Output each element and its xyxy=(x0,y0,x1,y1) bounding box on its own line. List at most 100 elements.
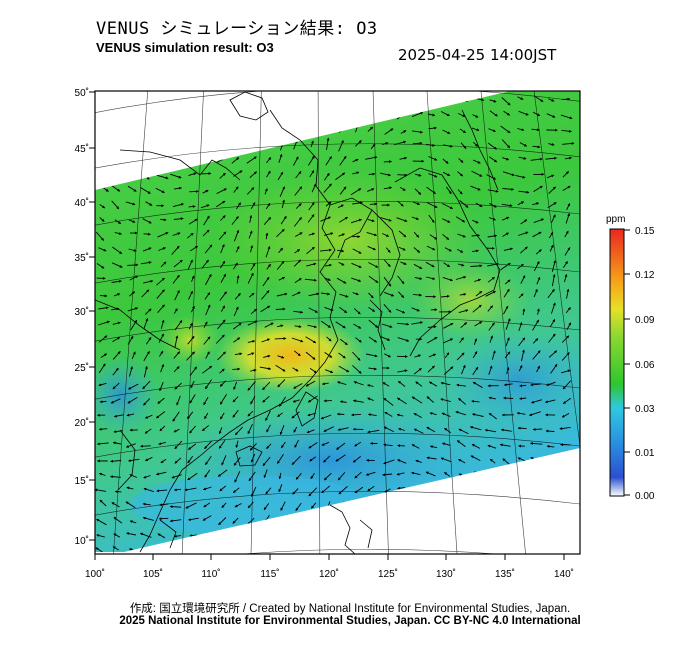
wind-arrow xyxy=(352,201,363,205)
wind-arrow xyxy=(442,276,453,282)
wind-arrow xyxy=(562,380,572,390)
wind-arrow xyxy=(158,441,166,446)
wind-arrow xyxy=(396,519,404,525)
wind-arrow xyxy=(414,354,422,358)
wind-arrow xyxy=(186,127,196,133)
wind-arrow xyxy=(532,202,540,206)
wind-arrow xyxy=(562,171,569,178)
wind-arrow xyxy=(261,290,270,300)
wind-arrow xyxy=(501,139,511,149)
wind-arrow xyxy=(562,185,571,191)
wind-arrow xyxy=(158,333,164,343)
wind-arrow xyxy=(414,276,423,280)
wind-arrow xyxy=(368,515,376,521)
lon-label-120: 120˚ xyxy=(319,568,339,580)
wind-arrow xyxy=(412,130,423,134)
wind-arrow xyxy=(293,310,304,314)
wind-arrow xyxy=(139,532,152,538)
wind-arrow xyxy=(427,502,436,506)
wind-arrow xyxy=(190,380,195,389)
wind-arrow xyxy=(305,336,317,344)
wind-arrow xyxy=(95,231,105,241)
wind-arrow xyxy=(156,289,165,299)
wind-arrow xyxy=(414,98,422,104)
wind-arrow xyxy=(426,202,438,208)
wind-arrow xyxy=(246,156,257,164)
wind-arrow xyxy=(384,353,391,358)
wind-arrow xyxy=(505,318,511,330)
wind-arrow xyxy=(219,485,227,492)
wind-arrow xyxy=(234,471,241,483)
wind-arrow xyxy=(441,294,450,298)
wind-arrow xyxy=(111,200,120,210)
wind-arrow xyxy=(502,157,510,161)
wind-arrow xyxy=(142,502,151,506)
wind-arrow xyxy=(264,545,273,552)
wind-arrow xyxy=(247,424,253,435)
wind-arrow xyxy=(321,441,330,446)
wind-arrow xyxy=(397,459,407,464)
wind-arrow xyxy=(368,307,376,312)
wind-arrow xyxy=(504,279,511,285)
wind-arrow xyxy=(441,532,454,536)
wind-arrow xyxy=(233,186,239,193)
wind-arrow xyxy=(488,412,497,420)
wind-arrow xyxy=(440,381,451,386)
wind-arrow xyxy=(460,322,468,329)
wind-arrow xyxy=(144,308,152,315)
wind-arrow xyxy=(233,457,241,466)
wind-arrow xyxy=(187,158,196,162)
wind-arrow xyxy=(293,124,301,133)
wind-arrow xyxy=(382,382,390,387)
wind-arrow xyxy=(396,217,408,222)
wind-arrow xyxy=(383,186,393,190)
wind-arrow xyxy=(236,275,240,284)
wind-arrow xyxy=(233,229,240,242)
wind-arrow xyxy=(114,219,122,225)
wind-arrow xyxy=(156,489,168,493)
wind-arrow xyxy=(351,171,360,175)
wind-arrow xyxy=(233,322,242,330)
wind-arrow xyxy=(246,187,255,195)
wind-arrow xyxy=(473,338,477,345)
wind-arrow xyxy=(278,515,283,522)
wind-arrow xyxy=(145,201,153,206)
wind-arrow xyxy=(474,278,482,282)
wind-arrow xyxy=(99,204,106,209)
wind-arrow xyxy=(534,546,543,552)
wind-arrow xyxy=(338,261,345,266)
wind-arrow xyxy=(144,414,153,419)
wind-arrow xyxy=(111,279,122,283)
wind-arrow xyxy=(502,187,515,191)
wind-arrow xyxy=(325,263,332,267)
wind-arrow xyxy=(99,142,108,146)
wind-arrow xyxy=(456,97,469,103)
wind-arrow xyxy=(200,204,210,209)
wind-arrow xyxy=(548,518,558,525)
wind-arrow xyxy=(518,293,524,299)
wind-arrow xyxy=(442,158,449,164)
wind-arrow xyxy=(279,425,285,435)
wind-arrow xyxy=(384,291,395,297)
lat-label-10: 10˚ xyxy=(75,535,89,547)
wind-arrow xyxy=(324,369,334,374)
wind-arrow xyxy=(469,426,482,431)
wind-arrow xyxy=(203,96,213,102)
wind-arrow xyxy=(519,397,527,400)
wind-arrow xyxy=(368,319,379,328)
wind-arrow xyxy=(248,230,253,239)
wind-arrow xyxy=(158,548,168,552)
wind-arrow xyxy=(173,488,182,492)
wind-arrow xyxy=(259,366,272,371)
wind-arrow xyxy=(279,127,284,136)
wind-arrow xyxy=(187,259,193,270)
wind-arrow xyxy=(233,306,239,317)
wind-arrow xyxy=(275,307,286,311)
wind-arrow xyxy=(189,425,196,434)
wind-arrow xyxy=(339,216,349,223)
wind-arrow xyxy=(365,353,378,358)
coastlines xyxy=(95,91,501,554)
wind-arrow xyxy=(263,354,271,358)
wind-arrow xyxy=(294,186,303,196)
wind-arrow xyxy=(308,292,320,297)
